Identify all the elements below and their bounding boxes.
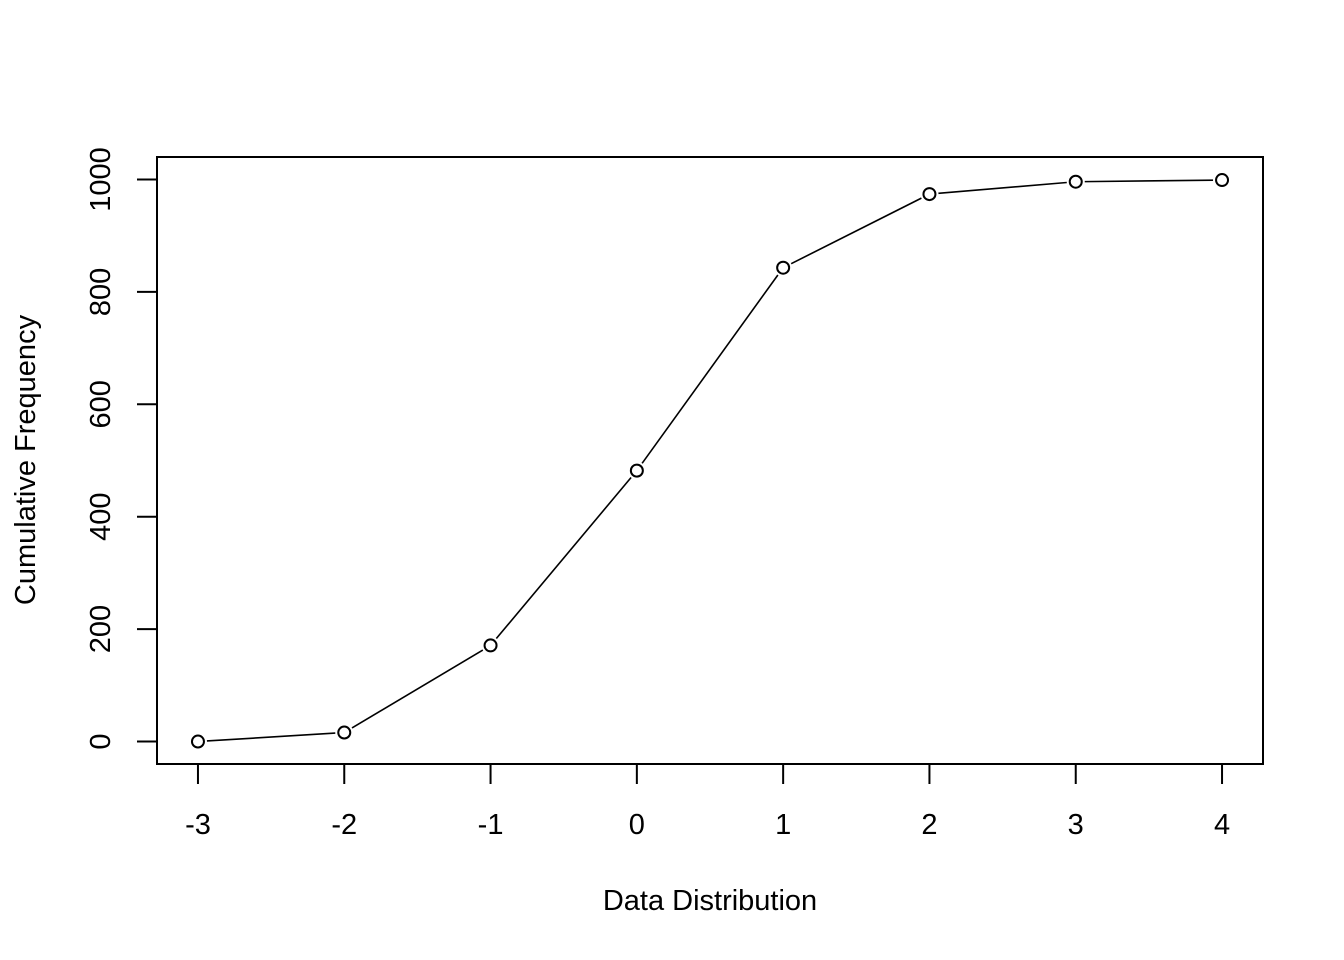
- x-tick-label: 0: [629, 809, 645, 841]
- x-tick-label: 2: [921, 809, 937, 841]
- x-tick-label: -1: [478, 809, 504, 841]
- data-point: [483, 638, 498, 653]
- y-tick-label: 1000: [85, 147, 117, 212]
- data-point: [922, 187, 937, 202]
- x-axis: -3 -2 -1 0 1 2 3 4: [185, 763, 1230, 841]
- data-point: [776, 260, 791, 275]
- y-axis-title: Cumulative Frequency: [10, 314, 42, 605]
- data-point: [190, 734, 205, 749]
- y-axis: 0 200 400 600 800 1000: [85, 147, 158, 750]
- data-point: [337, 725, 352, 740]
- plot-area-frame: [156, 156, 1264, 765]
- y-tick-label: 0: [85, 733, 117, 749]
- data-point: [1068, 174, 1083, 189]
- x-tick-label: 1: [775, 809, 791, 841]
- y-tick-label: 200: [85, 605, 117, 653]
- series-line-segment: [641, 274, 779, 464]
- y-tick-label: 400: [85, 493, 117, 541]
- series-line-segment: [206, 732, 336, 742]
- y-tick-label: 600: [85, 380, 117, 428]
- x-tick-label: -2: [331, 809, 357, 841]
- x-tick-label: -3: [185, 809, 211, 841]
- x-tick-label: 3: [1068, 809, 1084, 841]
- data-point: [629, 463, 644, 478]
- series-line-segment: [790, 197, 922, 265]
- series-layer: [190, 173, 1230, 749]
- series-line-segment: [351, 649, 484, 729]
- series-line-segment: [495, 477, 632, 640]
- x-tick-label: 4: [1214, 809, 1230, 841]
- x-axis-title: Data Distribution: [603, 885, 817, 917]
- data-point: [1215, 173, 1230, 188]
- series-line-segment: [1084, 179, 1214, 183]
- series-line-segment: [938, 181, 1067, 195]
- y-tick-label: 800: [85, 268, 117, 316]
